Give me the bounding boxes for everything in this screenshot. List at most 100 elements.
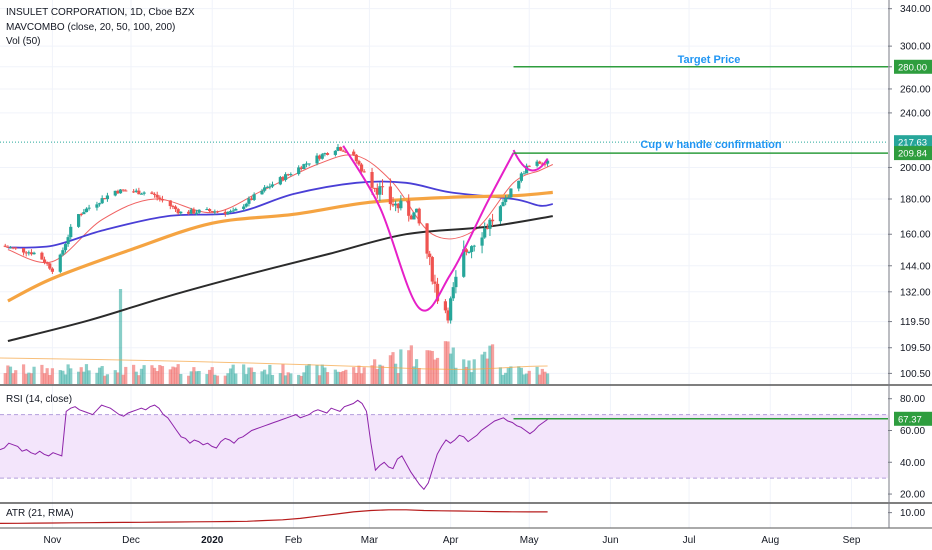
candle-body (341, 150, 345, 152)
candle-body (430, 257, 434, 282)
time-axis: Nov Dec 2020 Feb Mar Apr May Jun Jul Aug Sep (44, 535, 861, 546)
volume-bar (299, 375, 303, 384)
volume-bar (263, 369, 267, 384)
volume-bar (278, 373, 282, 384)
volume-bar (87, 370, 91, 384)
volume-bar (21, 364, 26, 384)
volume-bar (132, 364, 136, 384)
candle-body (454, 276, 458, 288)
volume-bar (412, 366, 416, 384)
volume-bar (394, 363, 398, 384)
price-tag-label: 280.00 (898, 62, 927, 73)
candle-body (113, 190, 117, 196)
volume-bar (244, 374, 248, 384)
time-axis-label: Apr (443, 535, 459, 546)
volume-bar (517, 366, 521, 384)
candle-body (483, 228, 487, 238)
price-tag (894, 135, 932, 150)
volume-bar (152, 367, 157, 384)
price-tag (894, 146, 932, 161)
candle-body (498, 206, 503, 222)
candle-body (173, 206, 178, 210)
volume-bar (325, 372, 330, 384)
volume-bar (14, 370, 18, 384)
volume-bar (210, 367, 214, 384)
volume-bar (265, 374, 269, 384)
candle-body (307, 163, 311, 165)
candle-body (375, 187, 379, 195)
volume-bar (228, 368, 233, 384)
volume-bar (344, 369, 348, 384)
time-axis-label: Nov (44, 535, 62, 546)
volume-bar (504, 372, 508, 384)
candle-body (543, 163, 547, 165)
price-axis-label: 109.50 (900, 343, 931, 354)
candle-body (197, 209, 201, 213)
candle-body (470, 246, 474, 253)
candle-body (234, 208, 238, 211)
price-axis: 340.00 300.00 280.00 260.00 240.00 200.00 180.… (888, 0, 932, 528)
volume-bar (522, 374, 526, 384)
volume-bar (58, 370, 62, 384)
price-axis-label: 200.00 (900, 163, 931, 174)
volume-bar (354, 372, 358, 384)
volume-bar (155, 371, 159, 384)
volume-bar (137, 375, 141, 384)
volume-bar (430, 350, 434, 384)
volume-bar (451, 347, 455, 384)
time-axis-label: Aug (761, 535, 779, 546)
candle-body (428, 253, 432, 258)
time-axis-label: Jun (602, 535, 618, 546)
candle-body (268, 186, 272, 188)
candle-body (29, 252, 34, 255)
candle-body (488, 219, 492, 229)
volume-bar (498, 367, 503, 384)
volume-bar (289, 373, 293, 384)
volume-bar (11, 373, 15, 384)
cup-handle-annotation: Cup w handle confirmation (640, 139, 781, 151)
candle-body (323, 153, 327, 155)
volume-bar (339, 372, 343, 384)
candle-body (370, 172, 374, 188)
candle-body (278, 177, 282, 185)
volume-bars (0, 289, 550, 384)
volume-bar (302, 372, 306, 384)
candle-body (270, 184, 275, 187)
candle-body (449, 298, 453, 321)
volume-bar (545, 373, 550, 384)
candle-body (336, 147, 340, 151)
candle-body (289, 174, 293, 176)
candle-body (373, 187, 377, 189)
level-lines (0, 66, 888, 154)
candle-body (223, 211, 227, 214)
time-axis-label: May (520, 535, 539, 546)
candle-body (27, 252, 31, 254)
candle-body (412, 212, 416, 220)
volume-bar (69, 368, 73, 384)
volume-bar (32, 366, 36, 384)
volume-bar (433, 359, 437, 384)
indicator-panes (0, 399, 888, 524)
cup-pattern (342, 145, 549, 312)
candle-body (205, 209, 209, 211)
candle-body (189, 209, 193, 214)
price-axis-label: 340.00 (900, 4, 931, 15)
volume-bar (247, 367, 251, 384)
volume-bar (192, 367, 196, 384)
candle-body (417, 208, 421, 224)
candle-body (443, 301, 447, 311)
candle-body (100, 198, 104, 204)
volume-bar (483, 351, 487, 384)
candle-body (446, 310, 450, 321)
volume-bar (3, 373, 7, 384)
volume-bar (8, 366, 13, 384)
candle-body (210, 211, 214, 213)
price-axis-label: 132.00 (900, 287, 931, 298)
volume-bar (490, 344, 495, 384)
candle-body (260, 190, 264, 195)
time-axis-label: Feb (285, 535, 303, 546)
volume-ma-line (0, 357, 548, 370)
candle-body (320, 154, 324, 159)
candle-body (462, 249, 466, 277)
